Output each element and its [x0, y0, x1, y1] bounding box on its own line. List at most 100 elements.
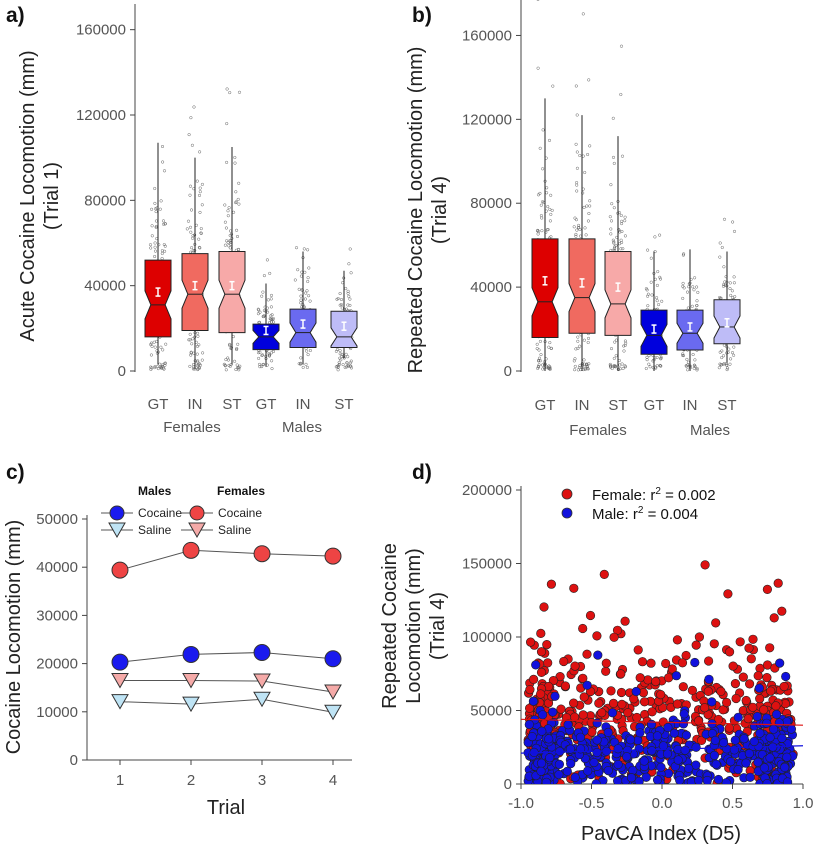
panel-a-raw-point: [346, 364, 350, 368]
panel-b-raw-point: [611, 116, 615, 120]
panel-c-ytick-label: 10000: [36, 704, 78, 721]
panel-c-legend: Males Females Cocaine Saline Cocaine Sal…: [101, 484, 265, 539]
panel-a-box: [144, 259, 172, 338]
panel-a-group-females: Females: [163, 419, 221, 436]
panel-c-ylabel: Cocaine Locomotion (mm): [3, 520, 25, 755]
panel-b-raw-point: [581, 191, 585, 195]
panel-b-boxplot: Repeated Cocaine Locomotion (mm) (Trial …: [405, 0, 741, 439]
panel-b-raw-point: [686, 360, 690, 364]
scatter-point-male: [709, 750, 720, 761]
panel-a-raw-point: [163, 222, 167, 226]
panel-b-raw-point: [609, 227, 613, 231]
scatter-point-female: [765, 643, 775, 653]
scatter-point-female: [766, 686, 776, 696]
panel-a-raw-point: [226, 214, 230, 218]
panel-a-raw-point: [226, 209, 230, 213]
panel-b-raw-point: [686, 306, 690, 310]
panel-d-xtick-label: 1.0: [793, 795, 814, 812]
panel-b-raw-point: [549, 346, 553, 350]
data-point-male-saline: [182, 696, 200, 713]
panel-a-raw-point: [256, 312, 260, 316]
panel-b-raw-point: [540, 216, 544, 220]
panel-b-raw-point: [611, 155, 616, 159]
panel-b-raw-point: [728, 281, 732, 285]
panel-a-raw-point: [225, 122, 229, 126]
scatter-point-female: [639, 697, 650, 707]
panel-a-raw-point: [346, 289, 350, 293]
panel-label-c: c): [6, 461, 25, 484]
panel-b-raw-point: [695, 368, 699, 372]
data-point-female-saline: [324, 684, 342, 701]
panel-a-raw-point: [348, 247, 352, 251]
panel-a-raw-point: [196, 331, 200, 335]
panel-a-raw-point: [262, 274, 266, 278]
panel-a-raw-point: [237, 368, 241, 372]
scatter-point-female: [524, 703, 535, 713]
scatter-point-male: [635, 728, 645, 738]
scatter-point-male: [673, 755, 683, 765]
scatter-point-male: [678, 719, 689, 729]
panel-b-raw-point: [573, 357, 577, 361]
scatter-point-male: [582, 680, 592, 690]
scatter-point-female: [672, 699, 683, 709]
panel-b-raw-point: [574, 234, 578, 238]
panel-a-raw-point: [189, 350, 193, 354]
panel-b-raw-point: [551, 84, 555, 88]
scatter-point-male: [730, 735, 740, 745]
scatter-point-male: [554, 769, 564, 780]
scatter-point-female: [617, 699, 627, 710]
scatter-point-female: [633, 645, 643, 655]
panel-a-raw-point: [339, 358, 343, 362]
panel-a-raw-point: [262, 314, 266, 318]
panel-a-raw-point: [270, 359, 274, 363]
panel-a-raw-point: [227, 244, 231, 248]
panel-a-category-label: GT: [256, 396, 277, 413]
panel-b-raw-point: [660, 299, 664, 303]
panel-a-raw-point: [304, 291, 308, 295]
panel-b-category-label: IN: [683, 397, 698, 414]
panel-a-raw-point: [185, 227, 189, 231]
panel-b-raw-point: [692, 366, 696, 370]
scatter-point-female: [587, 727, 597, 737]
scatter-point-male: [591, 779, 601, 784]
scatter-point-female: [661, 658, 671, 669]
panel-b-raw-point: [572, 359, 576, 363]
legend-female-cocaine-marker: [189, 505, 205, 521]
panel-b-raw-point: [609, 347, 614, 351]
scatter-point-female: [601, 666, 611, 676]
panel-a-raw-point: [228, 229, 233, 233]
scatter-point-female: [771, 701, 781, 711]
panel-b-raw-point: [581, 364, 585, 368]
panel-a-raw-point: [346, 291, 350, 295]
panel-b-raw-point: [622, 349, 626, 353]
panel-a-raw-point: [234, 367, 238, 372]
legend-male-saline-marker: [108, 522, 126, 539]
panel-b-raw-point: [582, 338, 586, 342]
scatter-point-male: [684, 763, 694, 774]
panel-a-raw-point: [195, 179, 199, 183]
panel-a-raw-point: [186, 219, 191, 223]
panel-b-raw-point: [540, 229, 544, 233]
scatter-point-male: [711, 759, 721, 769]
scatter-point-female: [728, 661, 738, 671]
scatter-point-female: [735, 637, 745, 647]
panel-b-raw-point: [655, 364, 659, 368]
panel-b-raw-point: [573, 364, 577, 368]
data-point-male-cocaine: [324, 650, 342, 668]
panel-b-raw-point: [548, 341, 552, 345]
panel-a-category-label: ST: [334, 396, 353, 413]
scatter-point-female: [731, 693, 741, 704]
panel-a-raw-point: [154, 210, 158, 214]
scatter-point-female: [559, 656, 569, 667]
panel-b-raw-point: [576, 346, 580, 350]
panel-a-raw-point: [158, 207, 162, 211]
panel-b-raw-point: [732, 275, 736, 279]
panel-a-raw-point: [223, 220, 227, 224]
panel-a-raw-point: [294, 246, 299, 250]
panel-a-raw-point: [222, 362, 226, 366]
panel-a-raw-point: [237, 181, 241, 185]
panel-a-raw-point: [269, 293, 274, 297]
panel-a-ytick-label: 40000: [84, 278, 126, 295]
scatter-point-female: [632, 712, 642, 723]
scatter-point-female: [744, 679, 755, 689]
